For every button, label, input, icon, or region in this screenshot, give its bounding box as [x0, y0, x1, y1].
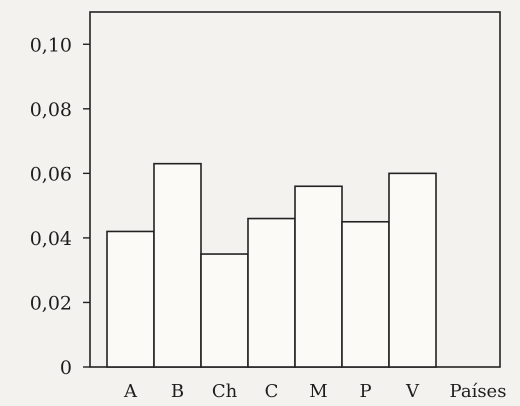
bar-B [153, 162, 202, 368]
x-tick-label: B [171, 381, 184, 402]
y-tick-label: 0,08 [30, 99, 72, 121]
y-tick-label: 0,10 [30, 34, 72, 56]
bar-M [294, 185, 343, 368]
x-tick-label: V [405, 381, 420, 402]
bar-V [388, 172, 437, 368]
x-tick-label: Ch [212, 381, 238, 402]
y-tick-label: 0,04 [30, 228, 72, 250]
bar-A [106, 230, 155, 368]
bar-Ch [200, 253, 249, 368]
y-tick-label: 0,06 [30, 163, 72, 185]
x-axis-title: Países [450, 381, 507, 402]
y-tick-label: 0 [60, 357, 72, 379]
x-tick-label: P [359, 381, 371, 402]
bar-C [247, 217, 296, 368]
x-tick-label: A [123, 381, 138, 402]
x-tick-label: C [265, 381, 279, 402]
bar-P [341, 220, 390, 368]
x-tick-label: M [309, 381, 327, 402]
y-tick-label: 0,02 [30, 292, 72, 314]
